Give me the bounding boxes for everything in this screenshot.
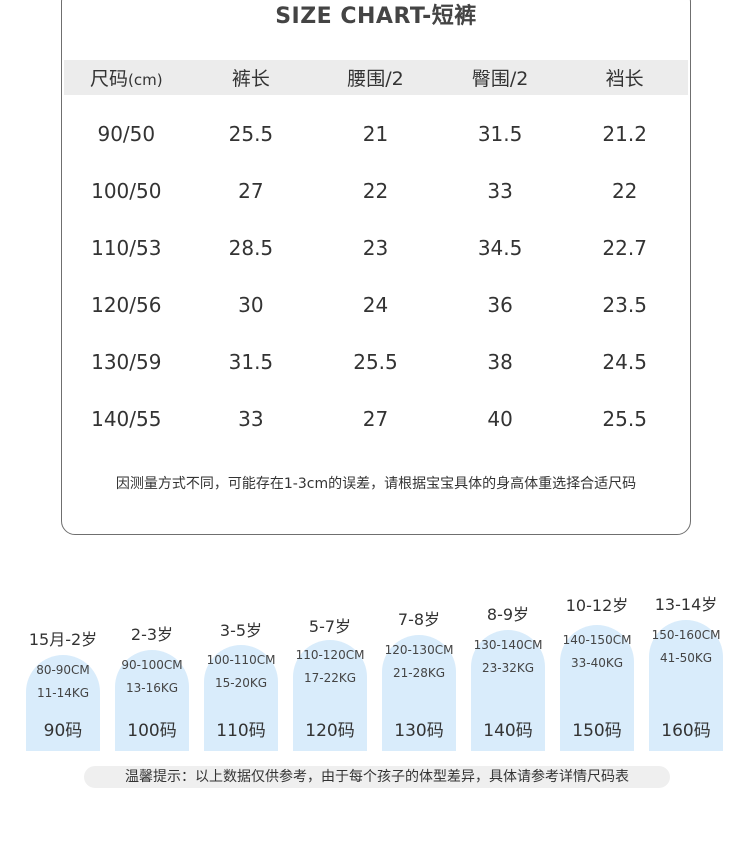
weight-range: 21-28KG xyxy=(392,666,446,680)
weight-range: 23-32KG xyxy=(481,661,535,675)
height-range: 80-90CM xyxy=(36,663,90,677)
table-cell: 28.5 xyxy=(228,235,274,260)
table-cell: 22 xyxy=(362,178,389,203)
table-cell: 31.5 xyxy=(477,121,523,146)
table-cell: 33 xyxy=(487,178,513,203)
table-header: 尺码(cm) 裤长 腰围/2 臀围/2 裆长 xyxy=(64,60,688,95)
age-label: 15月-2岁 xyxy=(28,630,98,649)
size-chip: 110-120CM 17-22KG 120码 xyxy=(293,640,367,751)
weight-range: 15-20KG xyxy=(214,676,268,690)
size-code: 160码 xyxy=(661,721,711,741)
size-code: 120码 xyxy=(305,721,355,741)
height-range: 90-100CM xyxy=(121,658,183,672)
age-label: 10-12岁 xyxy=(565,596,629,615)
size-chip: 130-140CM 23-32KG 140码 xyxy=(471,630,545,751)
table-cell: 33 xyxy=(238,406,264,431)
header-waist: 腰围/2 xyxy=(347,68,404,90)
table-cell: 22.7 xyxy=(602,235,647,260)
size-code: 130码 xyxy=(394,721,444,741)
weight-range: 13-16KG xyxy=(125,681,179,695)
height-range: 100-110CM xyxy=(206,653,276,667)
table-cell: 34.5 xyxy=(477,235,523,260)
age-label: 3-5岁 xyxy=(219,621,263,640)
weight-range: 11-14KG xyxy=(36,686,90,700)
table-cell: 25.5 xyxy=(228,121,274,146)
table-row: 110/53 28.5 23 34.5 22.7 xyxy=(64,219,688,276)
table-body: 90/50 25.5 21 31.5 21.2 100/50 27 22 33 22 110/53 2… xyxy=(64,105,688,447)
height-range: 140-150CM xyxy=(562,633,632,647)
size-code: 150码 xyxy=(572,721,622,741)
table-cell: 27 xyxy=(238,178,264,203)
size-chip: 140-150CM 33-40KG 150码 xyxy=(560,625,634,751)
header-unit: (cm) xyxy=(128,71,163,89)
table-cell: 36 xyxy=(487,292,513,317)
table-cell: 21.2 xyxy=(602,121,647,146)
table-row: 140/55 33 27 40 25.5 xyxy=(64,390,688,447)
age-label: 8-9岁 xyxy=(486,605,530,624)
table-cell: 110/53 xyxy=(91,235,162,260)
table-cell: 27 xyxy=(362,406,389,431)
age-label: 13-14岁 xyxy=(654,595,718,614)
header-hip: 臀围/2 xyxy=(471,68,529,90)
table-cell: 40 xyxy=(487,406,513,431)
size-chip: 120-130CM 21-28KG 130码 xyxy=(382,635,456,751)
age-label: 7-8岁 xyxy=(397,610,441,629)
table-cell: 23 xyxy=(362,235,389,260)
size-chip: 150-160CM 41-50KG 160码 xyxy=(649,620,723,751)
size-code: 110码 xyxy=(216,721,266,741)
height-range: 130-140CM xyxy=(473,638,543,652)
table-cell: 38 xyxy=(487,349,513,374)
table-row: 100/50 27 22 33 22 xyxy=(64,162,688,219)
size-chip: 100-110CM 15-20KG 110码 xyxy=(204,645,278,751)
table-cell: 21 xyxy=(362,121,389,146)
chart-title: SIZE CHART-短裤 xyxy=(275,4,477,29)
height-range: 150-160CM xyxy=(651,628,721,642)
size-chip: 80-90CM 11-14KG 90码 xyxy=(26,655,100,751)
size-code: 140码 xyxy=(483,721,533,741)
table-cell: 24 xyxy=(362,292,389,317)
weight-range: 33-40KG xyxy=(570,656,624,670)
table-cell: 90/50 xyxy=(97,121,156,146)
header-size-label: 尺码 xyxy=(90,68,129,90)
table-cell: 22 xyxy=(611,178,638,203)
header-size: 尺码(cm) xyxy=(64,64,189,91)
table-cell: 23.5 xyxy=(602,292,647,317)
size-chip: 90-100CM 13-16KG 100码 xyxy=(115,650,189,751)
header-pants-length: 裤长 xyxy=(231,68,270,90)
table-row: 90/50 25.5 21 31.5 21.2 xyxy=(64,105,688,162)
measurement-note: 因测量方式不同，可能存在1-3cm的误差，请根据宝宝具体的身高体重选择合适尺码 xyxy=(115,476,637,492)
size-code: 90码 xyxy=(43,721,83,741)
table-cell: 24.5 xyxy=(602,349,647,374)
weight-range: 17-22KG xyxy=(303,671,357,685)
age-label: 5-7岁 xyxy=(308,617,352,636)
height-range: 120-130CM xyxy=(384,643,454,657)
table-cell: 120/56 xyxy=(91,292,162,317)
size-chart-card: SIZE CHART-短裤 尺码(cm) 裤长 腰围/2 臀围/2 裆长 90/… xyxy=(61,0,691,535)
table-cell: 25.5 xyxy=(602,406,647,431)
weight-range: 41-50KG xyxy=(659,651,713,665)
table-cell: 25.5 xyxy=(353,349,398,374)
table-row: 130/59 31.5 25.5 38 24.5 xyxy=(64,333,688,390)
table-row: 120/56 30 24 36 23.5 xyxy=(64,276,688,333)
table-cell: 100/50 xyxy=(91,178,162,203)
table-cell: 140/55 xyxy=(91,406,162,431)
header-rise: 裆长 xyxy=(605,68,644,90)
table-cell: 30 xyxy=(238,292,264,317)
age-label: 2-3岁 xyxy=(130,625,174,644)
table-cell: 31.5 xyxy=(228,349,274,374)
tip-banner: 温馨提示：以上数据仅供参考，由于每个孩子的体型差异，具体请参考详情尺码表 xyxy=(84,766,670,788)
size-code: 100码 xyxy=(127,721,177,741)
table-cell: 130/59 xyxy=(91,349,162,374)
height-range: 110-120CM xyxy=(295,648,365,662)
